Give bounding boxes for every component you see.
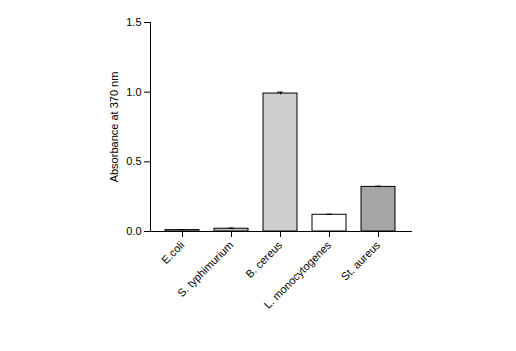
- svg-text:E.coli: E.coli: [159, 239, 187, 267]
- svg-text:1.0: 1.0: [126, 86, 141, 98]
- svg-text:0.5: 0.5: [126, 155, 141, 167]
- svg-text:B. cereus: B. cereus: [243, 238, 285, 280]
- svg-text:1.5: 1.5: [126, 16, 141, 28]
- svg-text:Absorbance at 370 nm: Absorbance at 370 nm: [108, 72, 120, 183]
- svg-text:L. monocytogenes: L. monocytogenes: [261, 238, 333, 310]
- svg-text:S. typhimurium: S. typhimurium: [175, 239, 235, 299]
- svg-text:0.0: 0.0: [126, 225, 141, 237]
- svg-text:St. aureus: St. aureus: [338, 238, 382, 282]
